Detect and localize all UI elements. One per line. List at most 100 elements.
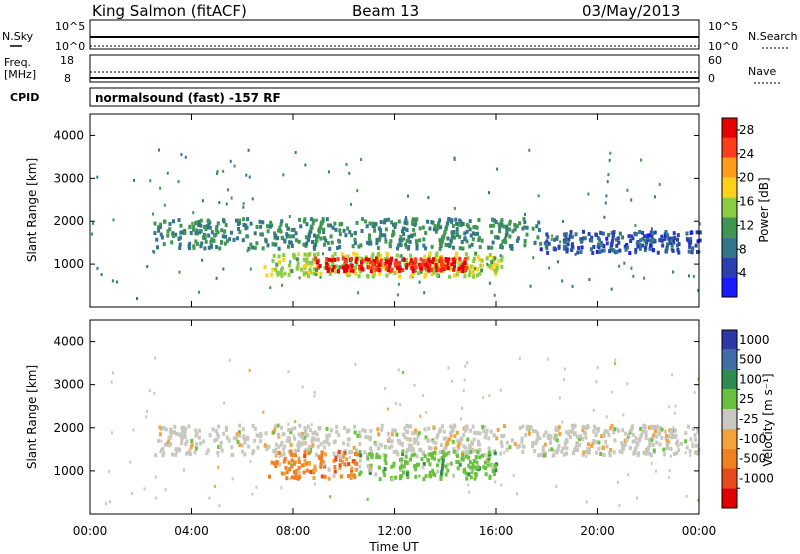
echo-speckle [684, 451, 687, 455]
echo-cell [290, 453, 294, 458]
echo-cell [344, 463, 348, 468]
echo-speckle [609, 151, 612, 155]
echo-cell [610, 423, 614, 428]
echo-cell [359, 269, 363, 274]
echo-cell [539, 241, 543, 246]
echo-cell [398, 242, 402, 247]
echo-cell [208, 433, 212, 438]
echo-cell [392, 222, 396, 227]
echo-cell [481, 425, 485, 430]
echo-cell [406, 447, 410, 452]
echo-cell [371, 261, 375, 266]
echo-speckle [650, 462, 653, 466]
echo-cell [531, 440, 535, 445]
echo-cell [538, 436, 542, 441]
echo-cell [203, 246, 207, 251]
echo-cell [601, 445, 605, 450]
echo-cell [164, 427, 168, 432]
echo-cell [475, 460, 479, 465]
echo-cell [455, 271, 459, 276]
echo-cell [374, 222, 378, 227]
echo-cell [294, 473, 298, 478]
echo-cell [160, 448, 164, 453]
echo-speckle [216, 172, 219, 176]
echo-cell [304, 235, 308, 240]
echo-speckle [319, 275, 322, 279]
echo-cell [279, 453, 283, 458]
echo-cell [490, 230, 494, 235]
echo-cell [658, 442, 662, 447]
echo-cell [422, 461, 426, 466]
echo-speckle [298, 276, 301, 280]
echo-cell [433, 450, 437, 455]
echo-cell [321, 460, 325, 465]
nsky-strip: N.Sky 10^5 10^0 10^5 10^0 N.Search [2, 19, 798, 53]
echo-cell [234, 218, 238, 223]
echo-cell [449, 267, 453, 272]
echo-cell [166, 233, 170, 238]
echo-speckle [262, 410, 265, 414]
echo-cell [384, 445, 388, 450]
echo-speckle [596, 365, 599, 369]
echo-cell [582, 425, 586, 430]
echo-speckle [653, 195, 656, 199]
echo-speckle [329, 495, 332, 499]
echo-cell [553, 247, 557, 252]
echo-cell [507, 227, 511, 232]
echo-cell [478, 271, 482, 276]
echo-speckle [96, 175, 99, 179]
echo-speckle [571, 284, 574, 288]
power-colorbar-frame [721, 117, 738, 298]
echo-cell [270, 272, 274, 277]
echo-cell [310, 439, 314, 444]
echo-cell [476, 441, 480, 446]
echo-cell [444, 256, 448, 261]
echo-speckle [163, 203, 166, 207]
echo-cell [426, 457, 430, 462]
echo-cell [313, 437, 317, 442]
echo-cell [292, 461, 296, 466]
echo-cell [463, 427, 467, 432]
echo-cell [495, 266, 499, 271]
echo-cell [311, 257, 315, 262]
echo-cell [646, 233, 650, 238]
echo-cell [288, 234, 292, 239]
echo-speckle [496, 167, 499, 171]
echo-cell [411, 265, 415, 270]
echo-cell [686, 424, 690, 429]
echo-cell [364, 219, 368, 224]
echo-cell [672, 238, 676, 243]
echo-cell [238, 423, 242, 428]
velocity-colorbar-tick-label: 25 [739, 392, 754, 406]
echo-cell [285, 232, 289, 237]
echo-cell [267, 444, 271, 449]
echo-cell [408, 239, 412, 244]
echo-cell [457, 266, 461, 271]
echo-cell [332, 473, 336, 478]
echo-cell [297, 252, 301, 257]
echo-cell [293, 448, 297, 453]
echo-cell [325, 437, 329, 442]
echo-cell [457, 222, 461, 227]
echo-cell [636, 244, 640, 249]
echo-cell [663, 452, 667, 457]
echo-cell [335, 429, 339, 434]
echo-cell [684, 431, 688, 436]
echo-cell [302, 257, 306, 262]
echo-speckle [327, 170, 330, 174]
echo-cell [167, 439, 171, 444]
echo-speckle [588, 278, 591, 282]
echo-cell [652, 238, 656, 243]
echo-cell [602, 433, 606, 438]
echo-cell [394, 475, 398, 480]
echo-cell [635, 241, 639, 246]
echo-cell [500, 218, 504, 223]
echo-cell [476, 254, 480, 259]
echo-cell [274, 451, 278, 456]
echo-cell [513, 227, 517, 232]
echo-cell [534, 440, 538, 445]
echo-cell [696, 239, 700, 244]
echo-cell [207, 233, 211, 238]
echo-speckle [687, 274, 690, 278]
echo-speckle [608, 158, 611, 162]
